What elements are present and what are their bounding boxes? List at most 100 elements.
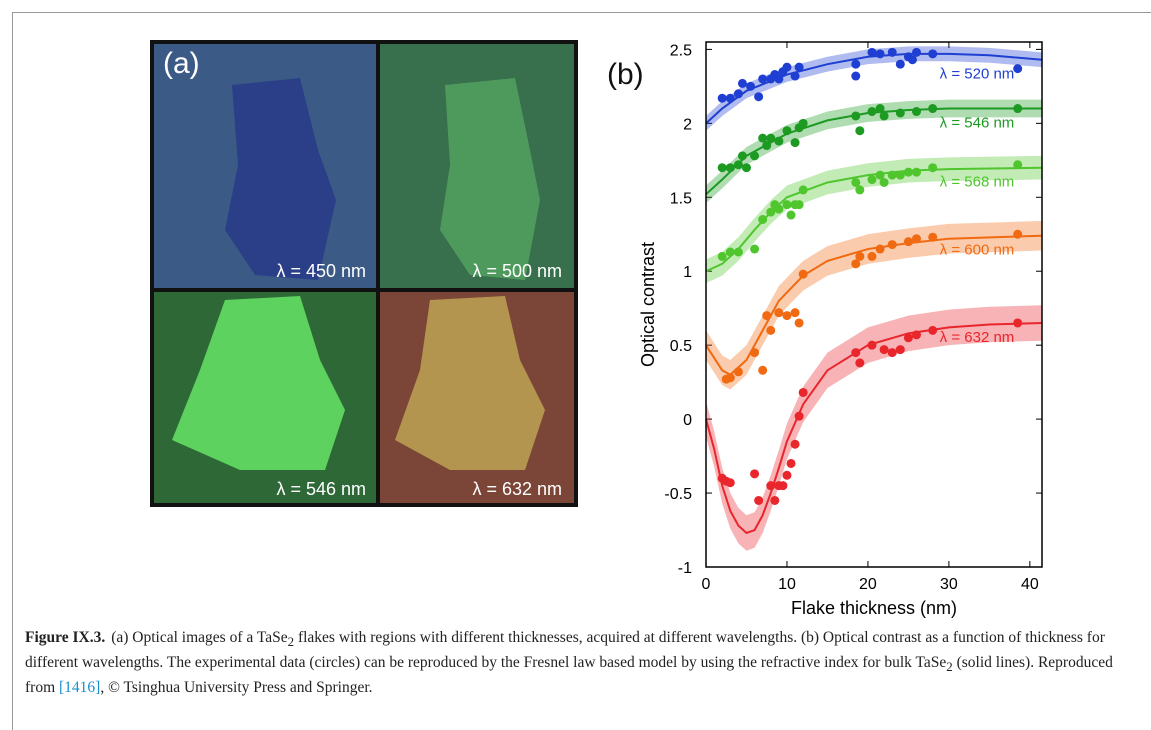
caption-text: , © Tsinghua University Press and Spring…	[100, 679, 373, 697]
data-point	[1013, 318, 1023, 328]
data-point	[851, 348, 861, 358]
data-point	[725, 163, 735, 173]
data-point	[895, 108, 905, 118]
data-point	[912, 330, 922, 340]
figure-frame	[12, 12, 1151, 730]
data-point	[790, 138, 800, 148]
data-point	[867, 107, 877, 117]
data-point	[774, 308, 784, 318]
y-tick-label: 0	[683, 412, 692, 429]
series-label: λ = 546 nm	[940, 115, 1015, 132]
plot-frame	[705, 41, 1043, 568]
caption-text: (a) Optical images of a TaSe	[111, 629, 288, 646]
data-point	[855, 185, 865, 195]
data-point	[1013, 64, 1023, 74]
data-point	[774, 74, 784, 84]
image-label: λ = 500 nm	[472, 261, 562, 281]
data-point	[928, 163, 938, 173]
x-tick-label: 40	[1021, 576, 1039, 593]
data-point	[855, 251, 865, 261]
x-tick-label: 30	[940, 576, 958, 593]
data-point	[798, 118, 808, 128]
data-point	[786, 458, 796, 468]
image-label: λ = 450 nm	[276, 261, 366, 281]
data-point	[774, 136, 784, 146]
data-point	[725, 247, 735, 257]
data-point	[875, 244, 885, 254]
y-tick-label: -0.5	[664, 486, 692, 503]
data-point	[1013, 229, 1023, 239]
flake	[172, 296, 345, 470]
data-point	[895, 59, 905, 69]
data-point	[903, 333, 913, 343]
image-label: λ = 546 nm	[276, 479, 366, 499]
data-point	[798, 269, 808, 279]
flake	[395, 296, 545, 470]
data-point	[879, 345, 889, 355]
data-point	[875, 170, 885, 180]
y-tick-label: 1	[683, 264, 692, 281]
data-point	[875, 104, 885, 114]
y-tick-label: 1.5	[670, 190, 692, 207]
data-point	[798, 387, 808, 397]
data-point	[887, 170, 897, 180]
data-point	[851, 71, 861, 81]
subscript: 2	[287, 634, 295, 650]
data-point	[762, 311, 772, 321]
data-point	[717, 163, 727, 173]
panel-b: (b) -1 -0.5 0 0.5 1 1.5 2 2.5 0 10 20 30 40 Flake thic…	[607, 41, 1043, 618]
data-point	[867, 175, 877, 185]
uncertainty-band	[706, 155, 1042, 284]
data-point	[794, 411, 804, 421]
data-point	[737, 78, 747, 88]
flake	[225, 78, 336, 280]
data-point	[867, 251, 877, 261]
data-point	[851, 111, 861, 121]
data-point	[782, 470, 792, 480]
y-axis-label: Optical contrast	[638, 242, 658, 367]
data-point	[778, 481, 788, 491]
data-point	[770, 495, 780, 505]
data-point	[851, 59, 861, 69]
data-point	[766, 481, 776, 491]
series-label: λ = 520 nm	[940, 66, 1015, 83]
data-point	[741, 163, 751, 173]
data-point	[782, 311, 792, 321]
data-point	[851, 259, 861, 269]
data-point	[782, 200, 792, 210]
data-point	[766, 133, 776, 143]
data-point	[725, 478, 735, 488]
reference-link[interactable]: [1416]	[59, 679, 101, 697]
data-point	[907, 55, 917, 65]
data-point	[782, 126, 792, 136]
data-point	[762, 141, 772, 151]
data-point	[855, 358, 865, 368]
data-point	[750, 348, 760, 358]
data-point	[867, 47, 877, 57]
data-point	[754, 92, 764, 102]
data-point	[867, 340, 877, 350]
data-point	[790, 308, 800, 318]
data-point	[733, 367, 743, 377]
data-point	[928, 325, 938, 335]
data-point	[928, 104, 938, 114]
y-tick-label: 2.5	[670, 42, 692, 59]
data-point	[766, 325, 776, 335]
data-point	[875, 49, 885, 59]
data-point	[794, 62, 804, 72]
data-point	[758, 133, 768, 143]
data-point	[912, 47, 922, 57]
data-point	[895, 345, 905, 355]
data-point	[855, 126, 865, 136]
data-point	[717, 93, 727, 103]
data-point	[794, 318, 804, 328]
data-point	[725, 93, 735, 103]
series-label: λ = 632 nm	[940, 329, 1015, 346]
data-point	[733, 247, 743, 257]
panel-label: (a)	[163, 47, 200, 80]
data-point	[746, 81, 756, 91]
data-point	[912, 234, 922, 244]
data-point	[928, 49, 938, 59]
data-point	[733, 160, 743, 170]
data-point	[790, 439, 800, 449]
